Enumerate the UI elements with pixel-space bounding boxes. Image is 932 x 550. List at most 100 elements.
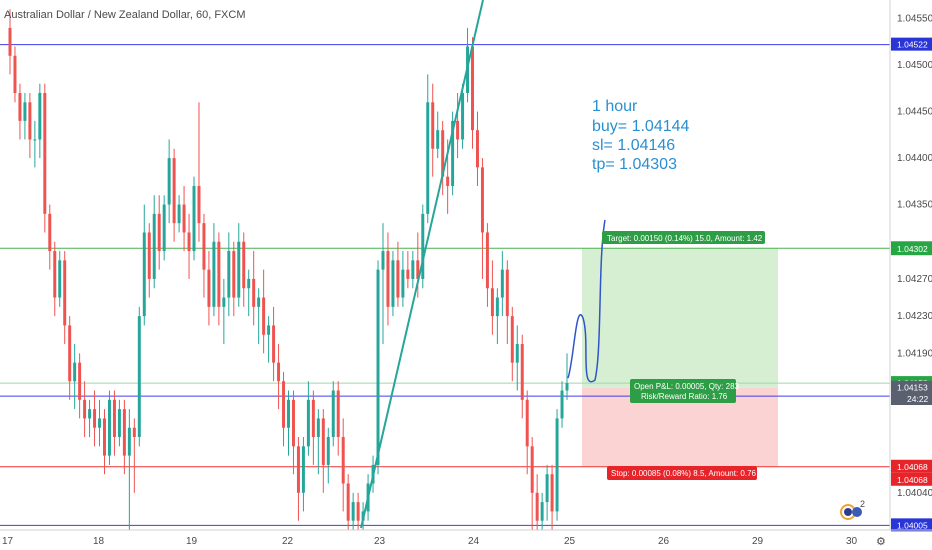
candle-body[interactable] xyxy=(137,316,141,438)
candle-body[interactable] xyxy=(237,241,241,298)
candle-body[interactable] xyxy=(381,251,385,270)
time-axis[interactable]: 17 18 19 22 23 24 25 26 29 30 xyxy=(2,536,858,547)
candle-body[interactable] xyxy=(142,232,146,317)
candle-body[interactable] xyxy=(426,102,430,214)
candle-body[interactable] xyxy=(331,390,335,438)
candle-body[interactable] xyxy=(267,325,271,335)
candle-body[interactable] xyxy=(326,437,330,465)
candle-body[interactable] xyxy=(63,260,67,326)
candle-body[interactable] xyxy=(391,260,395,307)
candle-body[interactable] xyxy=(401,269,405,298)
candle-body[interactable] xyxy=(212,241,216,307)
candle-body[interactable] xyxy=(172,158,176,224)
candle-body[interactable] xyxy=(421,213,425,279)
candle-body[interactable] xyxy=(555,418,559,512)
candle-body[interactable] xyxy=(515,344,519,363)
candle-body[interactable] xyxy=(33,139,37,141)
candle-body[interactable] xyxy=(207,269,211,307)
candle-body[interactable] xyxy=(127,427,131,456)
candle-body[interactable] xyxy=(272,325,276,363)
candle-body[interactable] xyxy=(480,167,484,233)
candle-body[interactable] xyxy=(416,260,420,279)
annotation-text[interactable]: 1 hour buy= 1.04144 sl= 1.04146 tp= 1.04… xyxy=(592,98,690,173)
candle-body[interactable] xyxy=(73,362,77,382)
candle-body[interactable] xyxy=(386,251,390,307)
candle-body[interactable] xyxy=(68,325,72,382)
candle-body[interactable] xyxy=(471,46,475,131)
candle-body[interactable] xyxy=(53,251,57,298)
candle-body[interactable] xyxy=(38,92,42,140)
candle-body[interactable] xyxy=(23,102,27,121)
candle-body[interactable] xyxy=(451,120,455,186)
candle-body[interactable] xyxy=(48,213,52,252)
candle-body[interactable] xyxy=(446,176,450,186)
candle-body[interactable] xyxy=(132,427,136,438)
target-zone[interactable] xyxy=(582,248,778,388)
candle-body[interactable] xyxy=(441,130,445,177)
candle-body[interactable] xyxy=(98,418,102,428)
candle-body[interactable] xyxy=(167,158,171,205)
candle-body[interactable] xyxy=(530,446,534,493)
candle-body[interactable] xyxy=(78,362,82,400)
candle-body[interactable] xyxy=(152,213,156,279)
candle-body[interactable] xyxy=(540,502,544,521)
candle-body[interactable] xyxy=(545,474,549,503)
candle-body[interactable] xyxy=(351,502,355,521)
candle-body[interactable] xyxy=(247,278,251,289)
candle-body[interactable] xyxy=(117,409,121,438)
candle-body[interactable] xyxy=(431,102,435,149)
candle-body[interactable] xyxy=(436,130,440,149)
candle-body[interactable] xyxy=(396,260,400,298)
candle-body[interactable] xyxy=(107,399,111,456)
candle-body[interactable] xyxy=(252,278,256,307)
candle-body[interactable] xyxy=(287,399,290,428)
candle-body[interactable] xyxy=(147,232,151,279)
candle-body[interactable] xyxy=(475,130,479,168)
trade-icons[interactable]: 2 xyxy=(840,499,865,520)
candle-body[interactable] xyxy=(485,232,489,289)
candle-body[interactable] xyxy=(560,390,564,419)
candle-body[interactable] xyxy=(102,418,106,456)
candle-body[interactable] xyxy=(406,269,410,279)
candle-body[interactable] xyxy=(187,232,191,252)
candle-body[interactable] xyxy=(93,409,97,428)
candle-body[interactable] xyxy=(232,251,236,298)
candle-body[interactable] xyxy=(112,399,116,438)
candle-body[interactable] xyxy=(13,55,17,93)
candle-body[interactable] xyxy=(157,213,161,252)
candle-body[interactable] xyxy=(520,344,524,400)
candle-body[interactable] xyxy=(525,399,529,447)
candle-body[interactable] xyxy=(257,297,261,307)
candle-body[interactable] xyxy=(282,381,286,428)
candle-body[interactable] xyxy=(222,297,226,307)
candle-body[interactable] xyxy=(550,474,554,512)
candle-body[interactable] xyxy=(301,446,305,493)
price-axis[interactable]: 1.04550 1.04500 1.04450 1.04400 1.04350 1.042… xyxy=(897,14,932,499)
settings-gear-icon[interactable]: ⚙ xyxy=(876,536,886,548)
candle-body[interactable] xyxy=(456,120,460,140)
candle-body[interactable] xyxy=(535,492,539,521)
candle-body[interactable] xyxy=(197,185,201,224)
candle-body[interactable] xyxy=(162,204,166,252)
candle-body[interactable] xyxy=(565,383,569,391)
candle-body[interactable] xyxy=(122,409,126,456)
candle-body[interactable] xyxy=(242,241,246,289)
candle-body[interactable] xyxy=(510,316,514,363)
candle-body[interactable] xyxy=(177,204,181,224)
candle-body[interactable] xyxy=(336,390,340,438)
candle-body[interactable] xyxy=(296,446,300,493)
avatar-icon[interactable] xyxy=(852,507,862,517)
candle-body[interactable] xyxy=(321,418,325,465)
candle-body[interactable] xyxy=(490,288,494,317)
candle-body[interactable] xyxy=(495,297,499,317)
candle-body[interactable] xyxy=(376,269,380,465)
candle-body[interactable] xyxy=(411,260,415,279)
projection-curve[interactable] xyxy=(567,219,606,383)
candle-body[interactable] xyxy=(202,223,206,270)
candle-body[interactable] xyxy=(306,399,310,447)
candle-body[interactable] xyxy=(8,27,12,56)
candle-body[interactable] xyxy=(311,399,315,438)
candle-body[interactable] xyxy=(356,502,360,521)
candle-body[interactable] xyxy=(316,418,320,438)
